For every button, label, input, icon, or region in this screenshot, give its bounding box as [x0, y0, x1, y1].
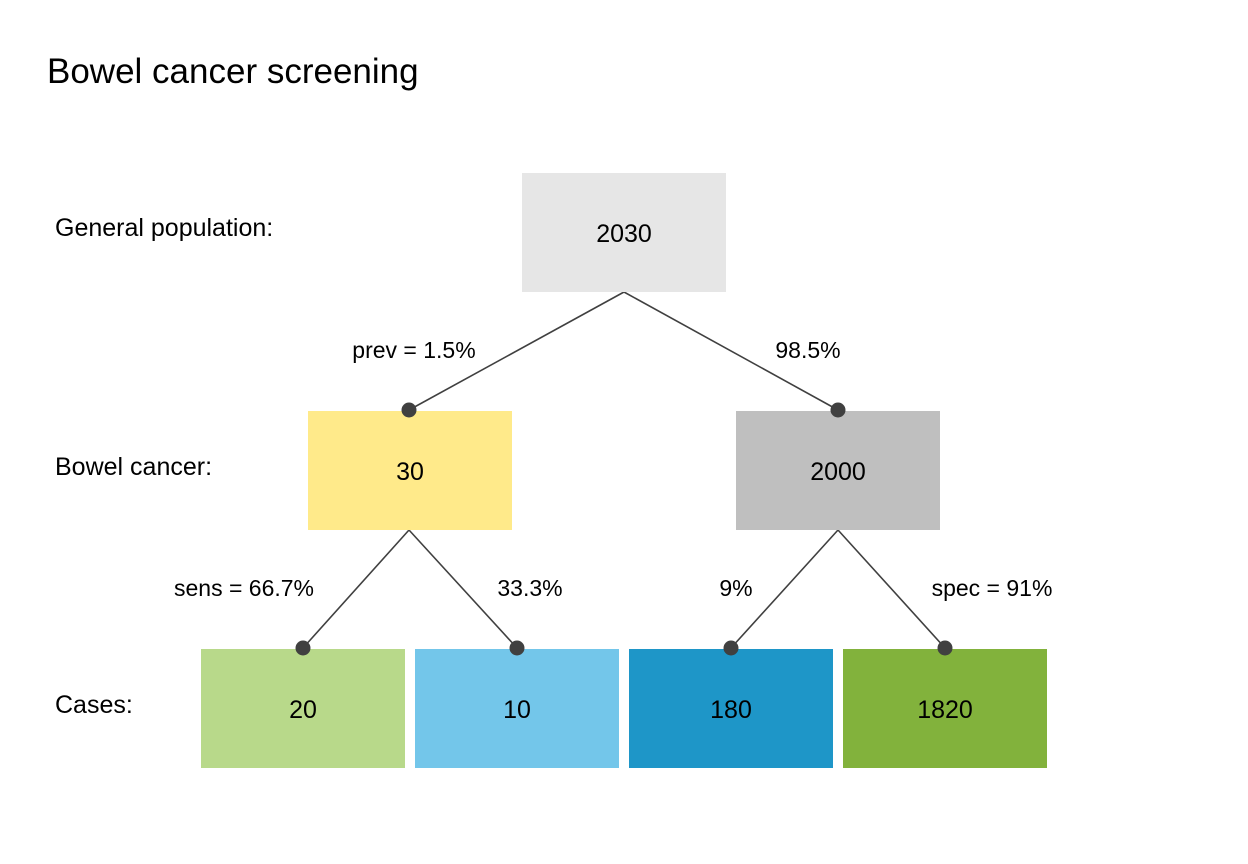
row-label-population: General population: [55, 214, 274, 242]
node-no-cancer-value: 2000 [810, 458, 866, 486]
node-root-value: 2030 [596, 220, 652, 248]
row-label-cases: Cases: [55, 691, 133, 719]
node-true-negative-box [843, 649, 1047, 768]
edge-root-no-cancer [623, 291, 839, 411]
page-title: Bowel cancer screening [47, 52, 419, 91]
node-true-positive-box [201, 649, 405, 768]
dot-cancer [401, 402, 417, 418]
node-false-positive-value: 180 [710, 696, 752, 724]
dot-false-positive [723, 640, 739, 656]
edge-label-sens: sens = 66.7% [174, 575, 314, 601]
edge-dots [295, 402, 953, 656]
edge-cancer-tp [302, 529, 410, 649]
node-cancer-box [308, 411, 512, 530]
node-false-positive-box [629, 649, 833, 768]
node-cancer-value: 30 [396, 458, 424, 486]
node-no-cancer-box [736, 411, 940, 530]
edge-root-cancer [408, 291, 625, 411]
edge-label-no-prev: 98.5% [775, 337, 840, 363]
edge-label-spec: spec = 91% [932, 575, 1053, 601]
edge-nocancer-fp [730, 529, 839, 649]
dot-true-positive [295, 640, 311, 656]
dot-no-cancer [830, 402, 846, 418]
node-root-box [522, 173, 726, 292]
edge-label-false-pos-rate: 9% [719, 575, 752, 601]
tree-edges [302, 291, 946, 649]
edge-cancer-fn [408, 529, 518, 649]
node-false-negative-value: 10 [503, 696, 531, 724]
row-label-cancer: Bowel cancer: [55, 453, 213, 481]
node-true-positive-value: 20 [289, 696, 317, 724]
edge-label-miss: 33.3% [497, 575, 562, 601]
dot-false-negative [509, 640, 525, 656]
node-true-negative-value: 1820 [917, 696, 973, 724]
dot-true-negative [937, 640, 953, 656]
edge-nocancer-tn [837, 529, 946, 649]
node-false-negative-box [415, 649, 619, 768]
edge-label-prev: prev = 1.5% [352, 337, 475, 363]
